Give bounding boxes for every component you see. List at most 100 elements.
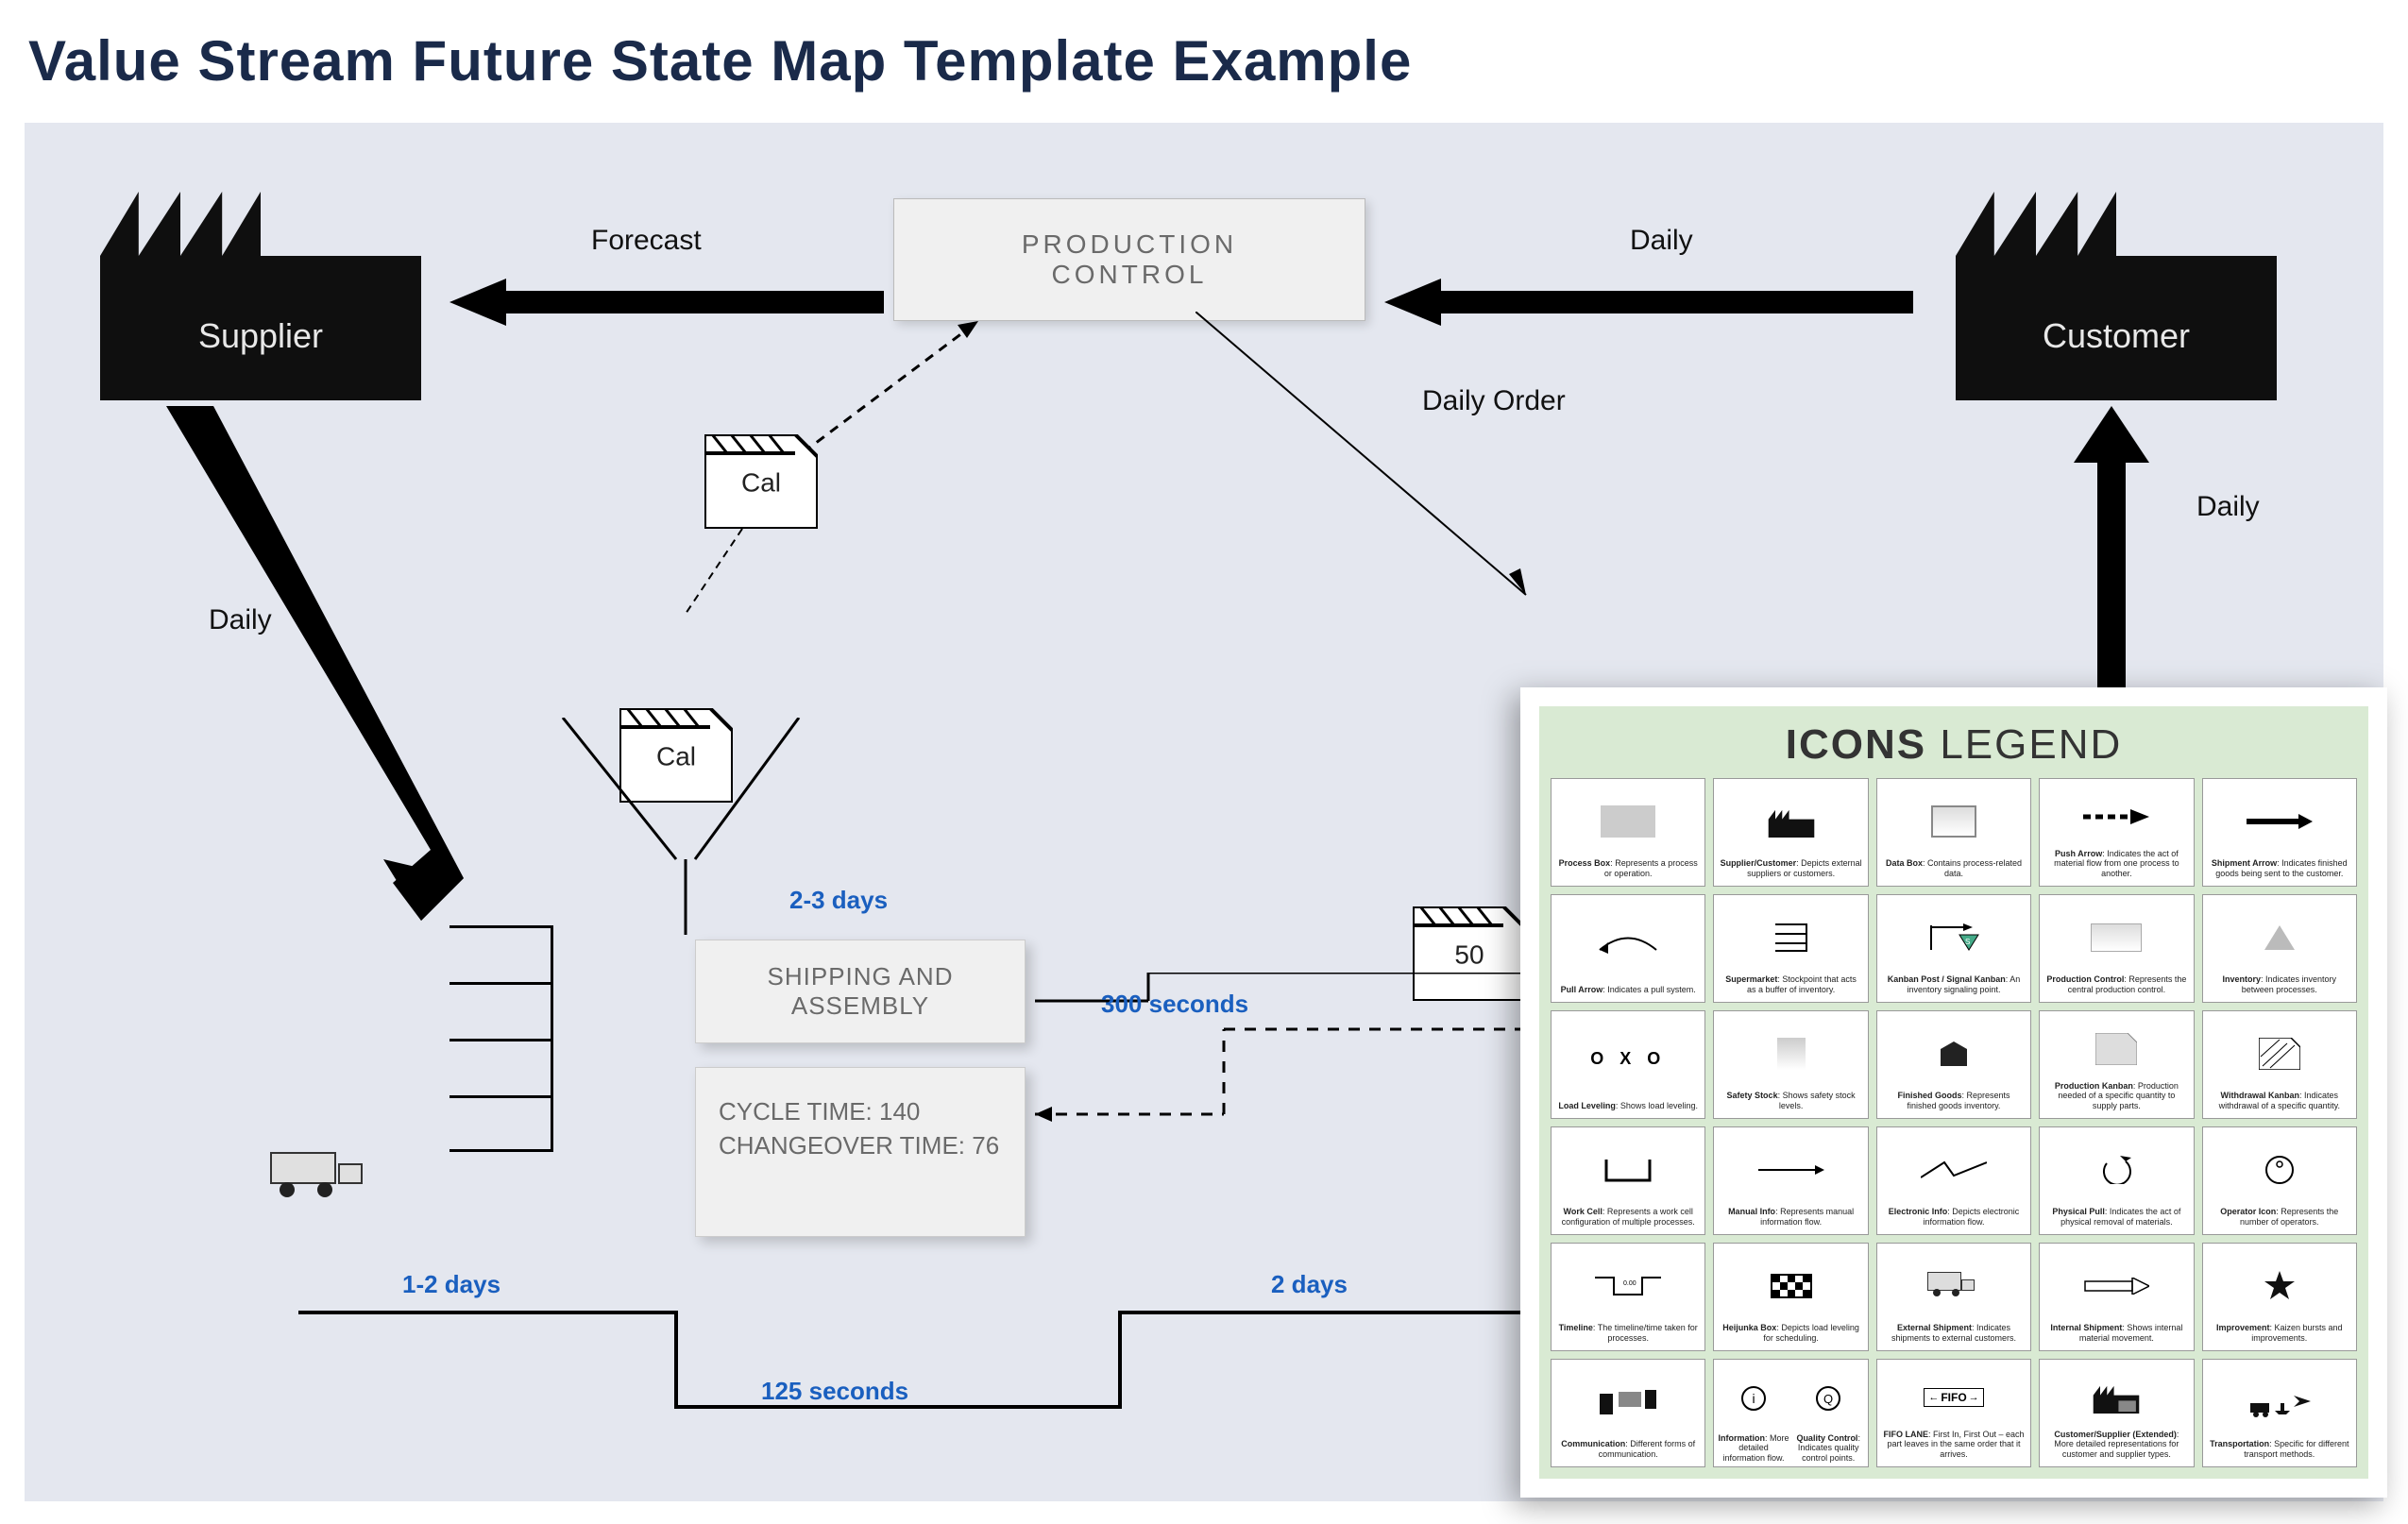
supplier-truck-icon <box>270 1152 365 1199</box>
legend-caption: Finished Goods: Represents finished good… <box>1883 1091 2025 1110</box>
legend-icon <box>1720 785 1861 858</box>
legend-caption: Withdrawal Kanban: Indicates withdrawal … <box>2209 1091 2350 1110</box>
legend-caption: Supermarket: Stockpoint that acts as a b… <box>1720 974 1861 994</box>
cal-connector <box>667 529 780 623</box>
legend-icon <box>1883 1133 2025 1207</box>
legend-cell: O X O Load Leveling: Shows load leveling… <box>1551 1010 1705 1119</box>
cycle-time-value: 140 <box>879 1097 920 1126</box>
legend-caption: Push Arrow: Indicates the act of materia… <box>2045 849 2187 878</box>
legend-caption: Safety Stock: Shows safety stock levels. <box>1720 1091 1861 1110</box>
legend-cell: Data Box: Contains process-related data. <box>1876 778 2031 887</box>
legend-cell: External Shipment: Indicates shipments t… <box>1876 1243 2031 1351</box>
legend-cell: Manual Info: Represents manual informati… <box>1713 1126 1868 1235</box>
cal-to-prodcontrol-dashed <box>789 312 997 472</box>
legend-icon <box>1883 785 2025 858</box>
cycle-time-label: CYCLE TIME: <box>719 1097 873 1126</box>
legend-cell: Pull Arrow: Indicates a pull system. <box>1551 894 1705 1003</box>
legend-caption: Work Cell: Represents a work cell config… <box>1557 1207 1699 1227</box>
legend-caption: Data Box: Contains process-related data. <box>1883 858 2025 878</box>
legend-inner: ICONS LEGEND Process Box: Represents a p… <box>1539 706 2368 1479</box>
page-title: Value Stream Future State Map Template E… <box>28 28 1412 93</box>
timeline-shape <box>298 1303 1526 1416</box>
legend-caption: Operator Icon: Represents the number of … <box>2209 1207 2350 1227</box>
legend-caption: Internal Shipment: Shows internal materi… <box>2045 1323 2187 1343</box>
legend-caption: Production Kanban: Production needed of … <box>2045 1081 2187 1110</box>
legend-icon <box>2045 785 2187 849</box>
kanban-cal-upper-label: Cal <box>741 468 781 499</box>
legend-icon <box>2045 1133 2187 1207</box>
legend-caption: Manual Info: Represents manual informati… <box>1720 1207 1861 1227</box>
legend-icon: S <box>1883 901 2025 974</box>
legend-grid: Process Box: Represents a process or ope… <box>1539 778 2368 1479</box>
legend-caption: Physical Pull: Indicates the act of phys… <box>2045 1207 2187 1227</box>
legend-cell: Finished Goods: Represents finished good… <box>1876 1010 2031 1119</box>
legend-cell: Supermarket: Stockpoint that acts as a b… <box>1713 894 1868 1003</box>
legend-icon <box>2209 785 2350 858</box>
legend-icon: 0.00 <box>1557 1249 1699 1323</box>
daily-supplier-label: Daily <box>209 604 272 636</box>
legend-icon <box>2209 1133 2350 1207</box>
supplier-factory: Supplier <box>100 170 421 406</box>
legend-cell: Internal Shipment: Shows internal materi… <box>2039 1243 2194 1351</box>
changeover-label: CHANGEOVER TIME: <box>719 1131 965 1160</box>
process-shipping-assembly: SHIPPING AND ASSEMBLY <box>695 940 1026 1043</box>
legend-icon <box>2045 901 2187 974</box>
daily-customer-label: Daily <box>2196 491 2260 523</box>
legend-icon <box>1720 1017 1861 1091</box>
legend-cell: Customer/Supplier (Extended): More detai… <box>2039 1359 2194 1467</box>
production-control-box: PRODUCTION CONTROL <box>893 198 1365 321</box>
legend-caption: Production Control: Represents the centr… <box>2045 974 2187 994</box>
process-data-box: CYCLE TIME: 140 CHANGEOVER TIME: 76 <box>695 1067 1026 1237</box>
legend-title-bold: ICONS <box>1786 721 1926 768</box>
label-1-2-days: 1-2 days <box>402 1270 500 1299</box>
legend-cell: S Kanban Post / Signal Kanban: An invent… <box>1876 894 2031 1003</box>
legend-caption: External Shipment: Indicates shipments t… <box>1883 1323 2025 1343</box>
legend-caption: Kanban Post / Signal Kanban: An inventor… <box>1883 974 2025 994</box>
legend-icon <box>2209 1249 2350 1323</box>
legend-caption: Inventory: Indicates inventory between p… <box>2209 974 2350 994</box>
legend-cell: ←FIFO→FIFO LANE: First In, First Out – e… <box>1876 1359 2031 1467</box>
legend-cell: Production Control: Represents the centr… <box>2039 894 2194 1003</box>
legend-icon <box>2209 1017 2350 1091</box>
legend-cell: Process Box: Represents a process or ope… <box>1551 778 1705 887</box>
supermarket-left <box>449 925 553 1152</box>
legend-cell: Physical Pull: Indicates the act of phys… <box>2039 1126 2194 1235</box>
svg-text:Q: Q <box>1823 1392 1833 1406</box>
legend-panel: ICONS LEGEND Process Box: Represents a p… <box>1520 687 2387 1498</box>
supplier-shipment-arrow <box>138 406 478 935</box>
kanban-50-lower-label: 50 <box>1454 940 1484 971</box>
legend-title-rest: LEGEND <box>1926 721 2122 768</box>
legend-caption: Shipment Arrow: Indicates finished goods… <box>2209 858 2350 878</box>
legend-cell: Communication: Different forms of commun… <box>1551 1359 1705 1467</box>
label-300-seconds: 300 seconds <box>1101 990 1248 1019</box>
customer-label: Customer <box>1956 316 2277 356</box>
legend-icon: O X O <box>1557 1017 1699 1101</box>
legend-icon <box>1883 1017 2025 1091</box>
legend-icon <box>1720 1133 1861 1207</box>
legend-cell: 0.00 Timeline: The timeline/time taken f… <box>1551 1243 1705 1351</box>
legend-icon <box>2045 1249 2187 1323</box>
legend-caption: Supplier/Customer: Depicts external supp… <box>1720 858 1861 878</box>
legend-icon <box>1883 1249 2025 1323</box>
legend-icon <box>1720 1249 1861 1323</box>
label-2-days: 2 days <box>1271 1270 1348 1299</box>
legend-cell-split: i Information: More detailed information… <box>1713 1359 1868 1467</box>
legend-cell: Production Kanban: Production needed of … <box>2039 1010 2194 1119</box>
svg-text:S: S <box>1965 938 1970 946</box>
legend-cell: Shipment Arrow: Indicates finished goods… <box>2202 778 2357 887</box>
legend-caption: Process Box: Represents a process or ope… <box>1557 858 1699 878</box>
legend-cell: Safety Stock: Shows safety stock levels. <box>1713 1010 1868 1119</box>
supplier-label: Supplier <box>100 316 421 356</box>
daily-label-right: Daily <box>1630 225 1693 257</box>
legend-caption: Electronic Info: Depicts electronic info… <box>1883 1207 2025 1227</box>
legend-cell: Supplier/Customer: Depicts external supp… <box>1713 778 1868 887</box>
legend-caption: Improvement: Kaizen bursts and improveme… <box>2209 1323 2350 1343</box>
legend-cell: Operator Icon: Represents the number of … <box>2202 1126 2357 1235</box>
legend-cell: Work Cell: Represents a work cell config… <box>1551 1126 1705 1235</box>
legend-cell: Electronic Info: Depicts electronic info… <box>1876 1126 2031 1235</box>
legend-caption: Pull Arrow: Indicates a pull system. <box>1561 985 1696 994</box>
legend-cell: Withdrawal Kanban: Indicates withdrawal … <box>2202 1010 2357 1119</box>
legend-cell: Heijunka Box: Depicts load leveling for … <box>1713 1243 1868 1351</box>
legend-caption: Heijunka Box: Depicts load leveling for … <box>1720 1323 1861 1343</box>
legend-title: ICONS LEGEND <box>1539 706 2368 778</box>
